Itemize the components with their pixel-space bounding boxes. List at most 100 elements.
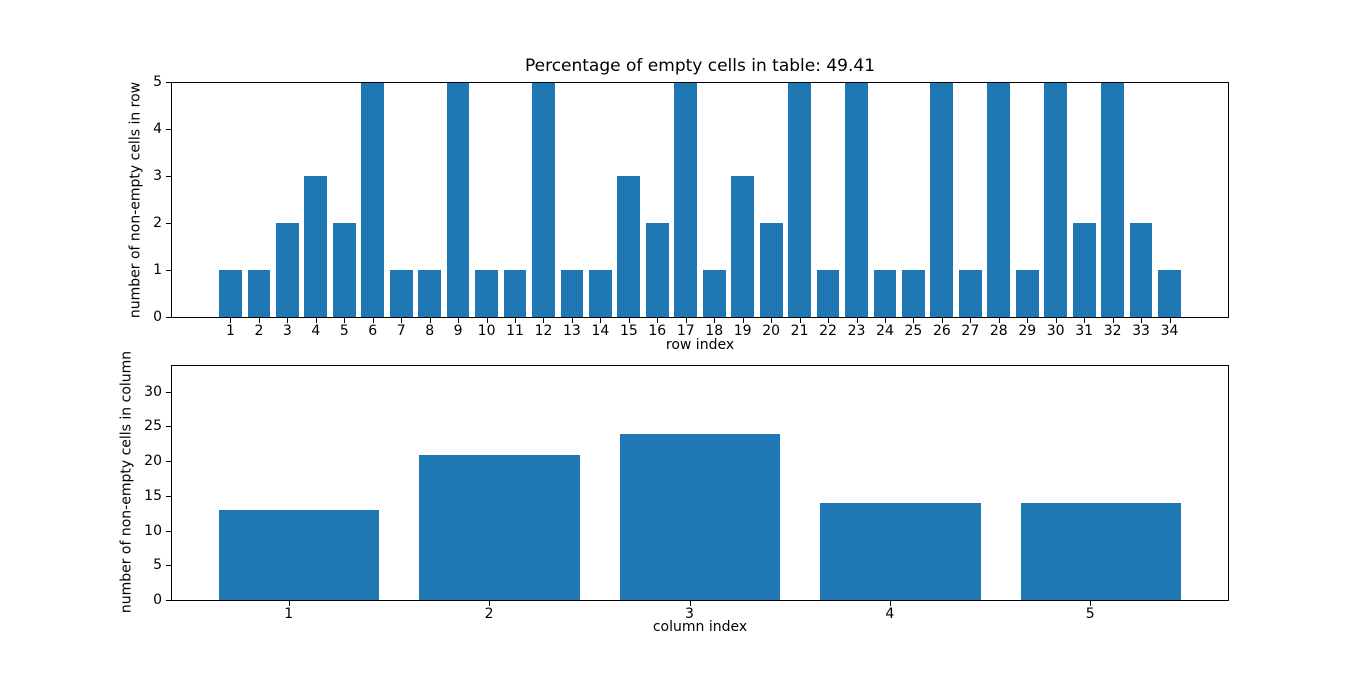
- x-tick-label: 24: [876, 322, 894, 339]
- x-tick-label: 14: [591, 322, 610, 339]
- y-tick-label: 1: [153, 261, 162, 278]
- x-tick-mark: [429, 317, 431, 323]
- bar-row-12: [532, 82, 555, 318]
- bar-row-2: [247, 270, 271, 318]
- y-tick-label: 0: [153, 592, 162, 608]
- x-tick-mark: [799, 317, 801, 323]
- x-tick-mark: [401, 317, 403, 323]
- x-tick-label: 1: [284, 605, 294, 622]
- x-tick-mark: [689, 600, 691, 606]
- x-tick-mark: [685, 317, 687, 323]
- x-tick-label: 28: [989, 322, 1008, 339]
- bar-row-22: [816, 270, 840, 318]
- x-tick-label: 32: [1103, 322, 1122, 339]
- y-tick-label: 2: [153, 214, 162, 231]
- bar-column-4: [820, 503, 981, 601]
- x-tick-label: 4: [311, 322, 321, 339]
- x-tick-label: 33: [1132, 322, 1150, 339]
- x-tick-mark: [344, 317, 346, 323]
- x-tick-label: 8: [425, 322, 435, 339]
- bar-row-31: [1072, 223, 1096, 318]
- y-tick-mark: [166, 222, 171, 224]
- bar-row-18: [702, 270, 726, 318]
- x-tick-label: 5: [339, 322, 349, 339]
- x-tick-mark: [486, 317, 488, 323]
- x-tick-mark: [1112, 317, 1114, 323]
- x-tick-label: 13: [563, 322, 581, 339]
- x-tick-label: 31: [1075, 322, 1094, 339]
- y-tick-mark: [166, 495, 171, 497]
- y-tick-mark: [166, 461, 171, 463]
- x-tick-mark: [288, 600, 290, 606]
- x-tick-label: 17: [676, 322, 695, 339]
- bar-row-1: [219, 270, 242, 318]
- column-chart-x-axis-label: column index: [652, 619, 748, 635]
- bar-row-28: [987, 82, 1011, 318]
- bar-row-13: [560, 270, 584, 318]
- x-tick-mark: [1084, 317, 1086, 323]
- y-tick-mark: [166, 269, 171, 271]
- bar-row-32: [1101, 82, 1124, 318]
- column-chart-axes: [171, 364, 1229, 601]
- y-tick-label: 25: [144, 418, 162, 435]
- bar-row-17: [674, 82, 698, 318]
- x-tick-mark: [771, 317, 773, 323]
- y-tick-mark: [166, 600, 171, 601]
- bar-row-25: [902, 270, 925, 318]
- x-tick-mark: [1141, 317, 1143, 323]
- chart-title: Percentage of empty cells in table: 49.4…: [524, 56, 876, 76]
- bar-row-7: [389, 270, 413, 318]
- bar-column-2: [419, 454, 580, 601]
- x-tick-mark: [458, 317, 460, 323]
- x-tick-label: 16: [648, 322, 667, 339]
- bar-row-14: [589, 270, 612, 318]
- x-tick-label: 29: [1018, 322, 1037, 339]
- bar-row-10: [475, 270, 498, 318]
- x-tick-label: 9: [453, 322, 463, 339]
- bar-row-24: [873, 270, 897, 318]
- y-tick-mark: [166, 317, 171, 318]
- x-tick-label: 2: [484, 605, 494, 622]
- row-chart-y-axis-label: number of non-empty cells in row: [127, 81, 144, 319]
- bar-row-5: [332, 223, 356, 318]
- x-tick-mark: [884, 317, 886, 323]
- y-tick-label: 15: [144, 487, 162, 504]
- x-tick-label: 20: [762, 322, 781, 339]
- y-tick-mark: [166, 391, 171, 393]
- x-tick-mark: [714, 317, 716, 323]
- bar-row-29: [1015, 270, 1039, 318]
- bar-column-1: [219, 510, 380, 601]
- y-tick-label: 20: [144, 453, 162, 470]
- x-tick-label: 22: [819, 322, 837, 339]
- y-tick-mark: [166, 530, 171, 532]
- x-tick-mark: [1169, 317, 1171, 323]
- x-tick-label: 27: [961, 322, 980, 339]
- x-tick-label: 15: [619, 322, 638, 339]
- x-tick-mark: [1090, 600, 1092, 606]
- bar-row-26: [930, 82, 954, 318]
- x-tick-label: 6: [368, 322, 378, 339]
- x-tick-mark: [600, 317, 602, 323]
- x-tick-mark: [1027, 317, 1029, 323]
- bar-row-15: [617, 176, 641, 318]
- bar-row-19: [731, 176, 755, 318]
- bar-row-27: [958, 270, 982, 318]
- y-tick-label: 5: [153, 73, 162, 90]
- x-tick-label: 25: [904, 322, 923, 339]
- x-tick-mark: [913, 317, 915, 323]
- x-tick-label: 5: [1085, 605, 1095, 622]
- x-tick-label: 3: [685, 605, 694, 622]
- x-tick-mark: [828, 317, 830, 323]
- x-tick-mark: [315, 317, 317, 323]
- bar-row-9: [446, 82, 470, 318]
- y-tick-mark: [166, 81, 171, 83]
- bar-row-21: [788, 82, 811, 318]
- x-tick-mark: [1055, 317, 1057, 323]
- y-tick-label: 3: [153, 167, 162, 184]
- y-tick-label: 10: [144, 522, 162, 539]
- bar-row-34: [1158, 270, 1181, 318]
- x-tick-mark: [889, 600, 891, 606]
- x-tick-mark: [287, 317, 289, 323]
- row-chart-x-axis-label: row index: [665, 337, 735, 353]
- bar-row-33: [1129, 223, 1153, 318]
